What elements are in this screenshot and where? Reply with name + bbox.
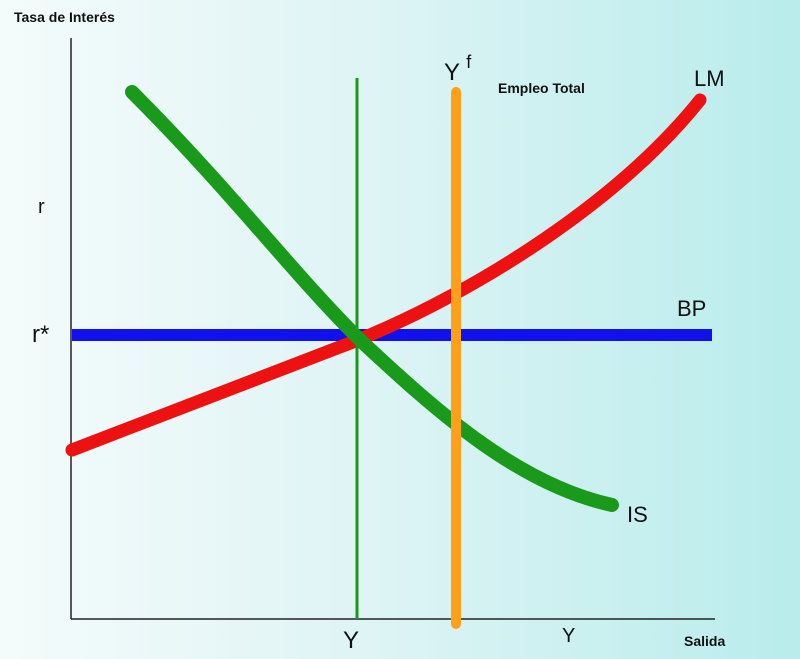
bp-label: BP [677,296,706,321]
lm-curve [65,93,707,457]
y-tick-label: Y [562,625,575,647]
is-curve [125,85,619,512]
y-axis-title: Tasa de Interés [14,9,115,25]
y-equilibrium-tick-label: Y [343,627,359,654]
yf-label-sup: f [466,52,472,72]
r-tick-label: r [38,196,45,218]
full-employment-label: Empleo Total [498,80,585,96]
yf-label-base: Y [444,59,460,86]
is-label: IS [627,502,648,527]
x-axis-title: Salida [684,633,725,649]
rstar-tick-label: r* [32,321,49,348]
yf-label: Y f [444,52,472,86]
lm-label: LM [694,66,725,91]
